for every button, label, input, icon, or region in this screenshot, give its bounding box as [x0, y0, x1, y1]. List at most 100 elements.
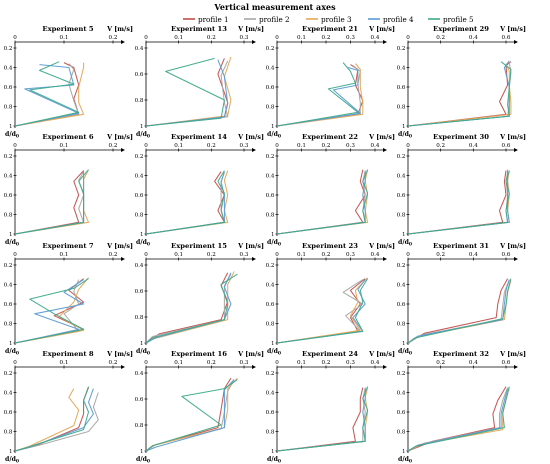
- panel-title: Experiment 23: [302, 242, 358, 250]
- y-axis-label-main: d/d: [398, 239, 410, 246]
- x-tick-label: 0.2: [436, 360, 445, 366]
- y-axis-label-main: d/d: [136, 131, 148, 138]
- x-tick-label: 0.3: [346, 360, 355, 366]
- y-axis-label-main: d/d: [267, 131, 279, 138]
- y-tick-label: 1: [271, 449, 275, 455]
- x-tick-label: 0.1: [174, 143, 183, 149]
- x-tick-label: 0.4: [371, 360, 380, 366]
- y-axis-label-main: d/d: [267, 456, 279, 463]
- x-tick-label: 0.3: [240, 252, 249, 258]
- series-line: [276, 63, 364, 127]
- y-tick-label: 0.2: [397, 371, 406, 377]
- panel-title: Experiment 5: [42, 25, 93, 33]
- series-line: [145, 58, 229, 127]
- chart-panel: Experiment 32 V [m/s]0 0.2 0.4 0.60.20.40.60…: [397, 350, 526, 464]
- y-axis-label-main: d/d: [136, 456, 148, 463]
- x-tick-label: 0.2: [109, 252, 118, 258]
- x-axis-arrow-icon: [514, 148, 518, 152]
- y-tick-label: 0.4: [4, 66, 13, 72]
- y-tick-label: 0.2: [397, 46, 406, 52]
- series-line: [145, 273, 238, 344]
- x-tick-label: 0: [144, 360, 148, 366]
- y-tick-label: 0.6: [135, 193, 144, 199]
- x-tick-label: 0: [406, 360, 410, 366]
- x-tick-label: 0.3: [240, 143, 249, 149]
- y-axis-label: d/d0: [267, 348, 281, 357]
- x-axis-label: V [m/s]: [106, 25, 133, 33]
- x-axis-arrow-icon: [383, 365, 387, 369]
- legend-item: profile 3: [306, 15, 352, 24]
- series-line: [276, 66, 361, 127]
- x-axis-label: V [m/s]: [237, 25, 264, 33]
- chart-panel: Experiment 22 V [m/s] 0 0.1 0.2 0.3 0.4 0.2 0.4 0…: [266, 133, 395, 248]
- chart-panel: Experiment 14 V [m/s] 0 0.1 0.2 0.3 0.2 0.4 0.6 0…: [135, 133, 264, 248]
- y-axis-label-subscript: 0: [16, 459, 19, 464]
- series-line: [407, 278, 512, 344]
- x-axis-label: V [m/s]: [106, 350, 133, 358]
- series-line: [14, 392, 99, 452]
- y-axis-label-main: d/d: [398, 131, 410, 138]
- series-line: [145, 379, 238, 452]
- x-tick-label: 0.2: [436, 252, 445, 258]
- y-axis-label-main: d/d: [5, 348, 17, 355]
- y-tick-label: 0.2: [266, 371, 275, 377]
- y-tick-label: 1: [9, 341, 13, 347]
- legend-item: profile 2: [244, 15, 290, 24]
- y-tick-label: 0.4: [4, 391, 13, 397]
- y-axis-label-main: d/d: [5, 131, 17, 138]
- x-tick-label: 0.1: [297, 252, 306, 258]
- x-tick-label: 0: [275, 35, 279, 41]
- x-tick-label: 0.2: [322, 35, 331, 41]
- y-tick-label: 0.2: [397, 154, 406, 160]
- panel-title: Experiment 29: [433, 25, 489, 33]
- y-axis-label: d/d0: [5, 348, 19, 357]
- y-tick-label: 0.8: [266, 105, 275, 111]
- y-tick-label: 0.2: [4, 46, 13, 52]
- series-line: [145, 377, 232, 452]
- series-line: [276, 278, 369, 344]
- legend-label: profile 2: [259, 15, 290, 24]
- x-tick-label: 0.2: [436, 143, 445, 149]
- y-tick-label: 0.8: [397, 213, 406, 219]
- y-axis-label: d/d0: [267, 456, 281, 464]
- y-axis-label-main: d/d: [267, 239, 279, 246]
- y-tick-label: 1: [140, 124, 144, 130]
- x-axis-arrow-icon: [514, 365, 518, 369]
- series-line: [145, 57, 225, 127]
- y-tick-label: 0.6: [4, 85, 13, 91]
- x-axis-arrow-icon: [383, 148, 387, 152]
- x-axis-label: V [m/s]: [499, 350, 526, 358]
- panel-title: Experiment 24: [302, 350, 358, 358]
- y-axis-label-subscript: 0: [409, 242, 412, 248]
- series-line: [14, 169, 90, 235]
- x-axis-label: V [m/s]: [368, 133, 395, 141]
- series-line: [407, 170, 510, 235]
- y-tick-label: 0.8: [4, 322, 13, 328]
- chart-panel: Experiment 31 V [m/s]0 0.2 0.4 0.60.20.40.60…: [397, 242, 526, 357]
- x-tick-label: 0.1: [297, 360, 306, 366]
- x-axis-arrow-icon: [383, 257, 387, 261]
- y-tick-label: 0.2: [397, 263, 406, 269]
- x-tick-label: 0: [144, 143, 148, 149]
- series-line: [14, 170, 84, 235]
- y-tick-label: 0.6: [397, 410, 406, 416]
- x-tick-label: 0: [13, 35, 17, 41]
- series-line: [407, 61, 512, 127]
- x-tick-label: 0.2: [322, 360, 331, 366]
- y-tick-label: 0.6: [397, 193, 406, 199]
- series-line: [14, 386, 90, 452]
- y-tick-label: 1: [402, 341, 406, 347]
- y-tick-label: 0.6: [135, 72, 144, 78]
- y-tick-label: 1: [9, 124, 13, 130]
- y-axis-label: d/d0: [136, 239, 150, 248]
- series-line: [145, 379, 235, 452]
- x-tick-label: 0.2: [109, 143, 118, 149]
- y-tick-label: 0.6: [397, 85, 406, 91]
- y-tick-label: 1: [140, 232, 144, 238]
- series-line: [145, 272, 229, 344]
- x-tick-label: 0.2: [109, 360, 118, 366]
- x-tick-label: 0.4: [371, 143, 380, 149]
- panel-title: Experiment 15: [171, 242, 227, 250]
- y-axis-label-subscript: 0: [278, 459, 281, 464]
